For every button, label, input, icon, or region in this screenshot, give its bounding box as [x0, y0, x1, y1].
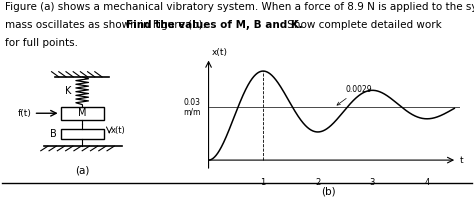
Text: f(t): f(t): [18, 109, 31, 118]
Text: x(t): x(t): [211, 48, 228, 57]
Text: 0.0029: 0.0029: [337, 85, 372, 105]
Text: 0.03
m/m: 0.03 m/m: [183, 98, 201, 117]
Text: (b): (b): [321, 186, 336, 196]
Text: mass oscillates as shown in Figure (b).: mass oscillates as shown in Figure (b).: [5, 20, 209, 30]
Text: x(t): x(t): [111, 126, 126, 135]
Text: B: B: [50, 129, 57, 139]
Text: for full points.: for full points.: [5, 38, 78, 48]
Bar: [61, 107, 104, 120]
Text: (a): (a): [75, 166, 90, 176]
Text: Find the values of M, B and K.: Find the values of M, B and K.: [126, 20, 302, 30]
Bar: [61, 129, 104, 139]
Text: t: t: [460, 156, 464, 165]
Text: K: K: [65, 86, 72, 96]
Text: Show complete detailed work: Show complete detailed work: [284, 20, 442, 30]
Text: Figure (a) shows a mechanical vibratory system. When a force of 8.9 N is applied: Figure (a) shows a mechanical vibratory …: [5, 2, 474, 12]
Text: M: M: [78, 108, 86, 118]
